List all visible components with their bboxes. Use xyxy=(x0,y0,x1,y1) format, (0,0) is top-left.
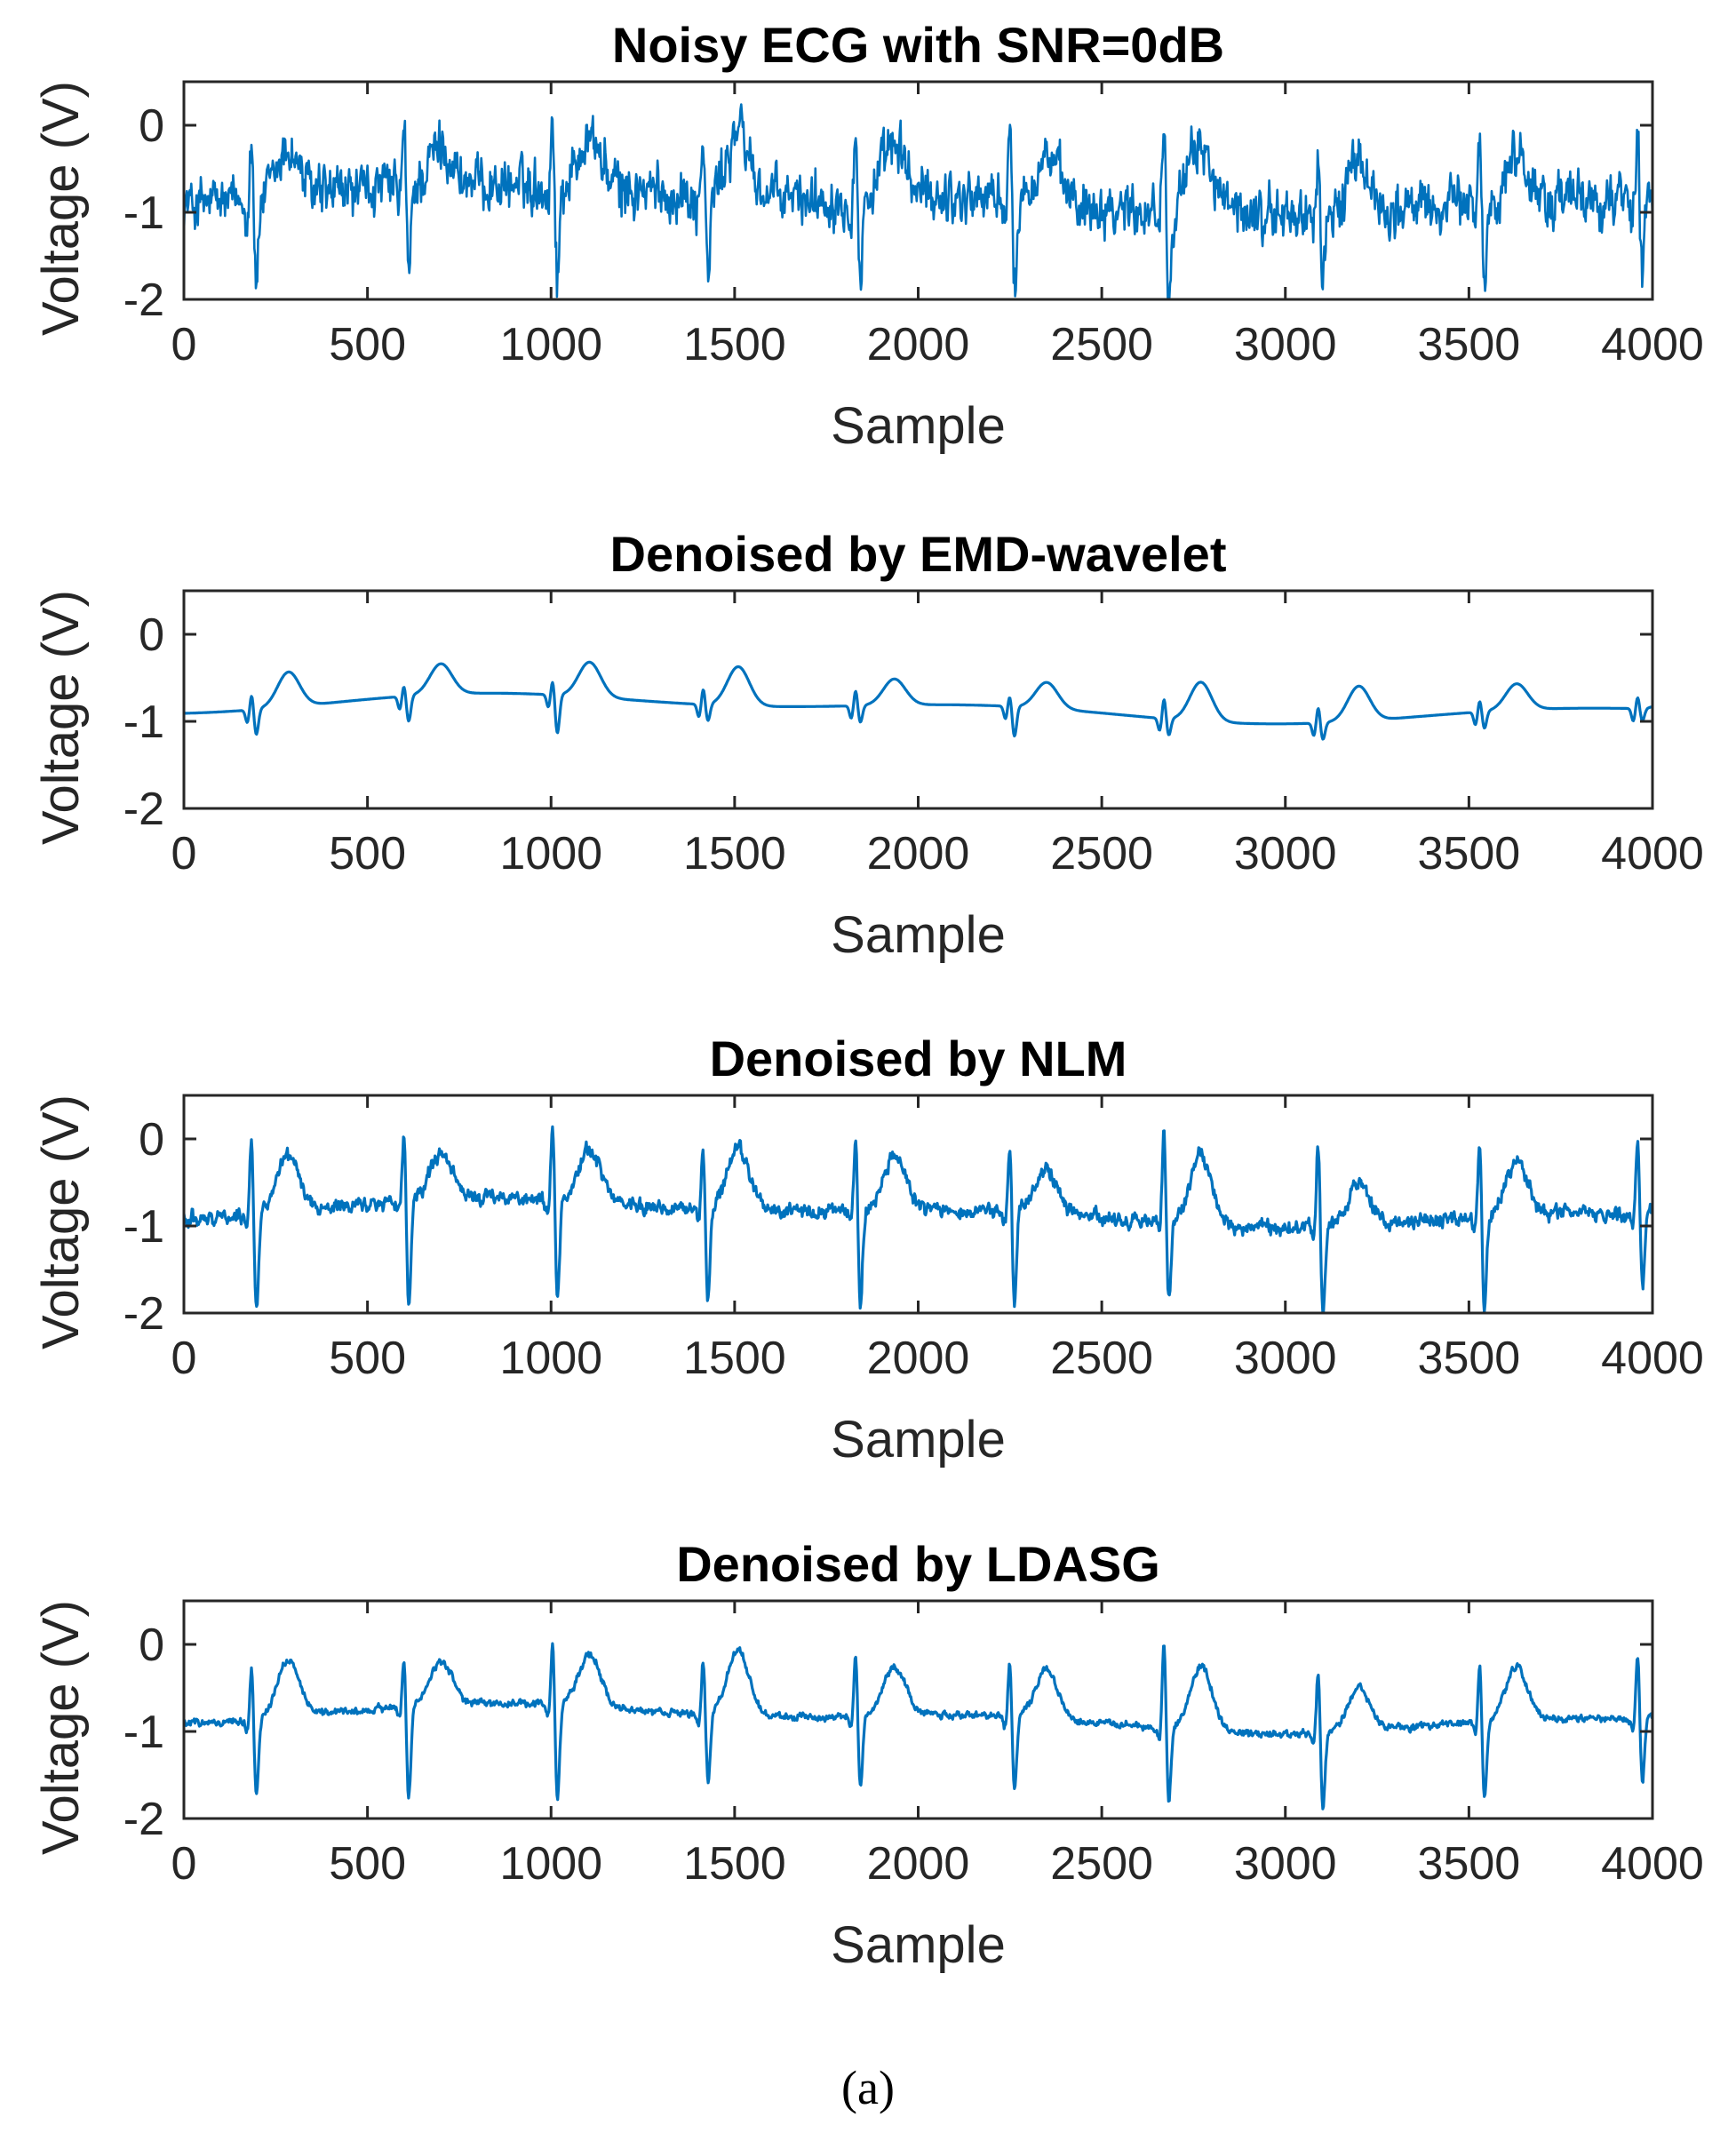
y-tick-label: 0 xyxy=(139,609,164,661)
x-tick-label: 3500 xyxy=(1418,1333,1521,1384)
y-tick-label: -1 xyxy=(123,1707,164,1758)
y-axis-label: Voltage (V) xyxy=(32,590,90,845)
x-tick-label: 500 xyxy=(329,1838,406,1890)
chart-title: Denoised by LDASG xyxy=(676,1536,1160,1592)
ecg-trace-3 xyxy=(184,1125,1652,1313)
x-tick-label: 2000 xyxy=(867,1838,970,1890)
x-tick-label: 3500 xyxy=(1418,319,1521,370)
y-tick-label: -2 xyxy=(123,1794,164,1845)
x-tick-label: 2500 xyxy=(1050,1333,1153,1384)
axes-frame xyxy=(182,589,1654,810)
x-tick-label: 0 xyxy=(171,828,197,879)
x-axis-label: Sample xyxy=(831,906,1006,964)
x-tick-label: 3000 xyxy=(1234,1333,1337,1384)
x-tick-label: 3500 xyxy=(1418,1838,1521,1890)
chart-title: Noisy ECG with SNR=0dB xyxy=(612,17,1224,73)
x-tick-label: 500 xyxy=(329,1333,406,1384)
x-tick-label: 4000 xyxy=(1601,828,1704,879)
x-axis-label: Sample xyxy=(831,1411,1006,1468)
y-axis-label: Voltage (V) xyxy=(32,1094,90,1349)
x-tick-label: 500 xyxy=(329,319,406,370)
y-tick-label: -2 xyxy=(123,784,164,835)
x-tick-label: 4000 xyxy=(1601,1333,1704,1384)
x-tick-label: 2000 xyxy=(867,319,970,370)
chart-panel-1: 0 500 1000 1500 2000 2500 3000 3500 4000 0 -1 -2 Noi… xyxy=(32,17,1704,455)
x-tick-label: 1500 xyxy=(683,828,786,879)
x-tick-label: 1000 xyxy=(499,319,602,370)
y-tick-label: -1 xyxy=(123,187,164,239)
x-tick-label: 1500 xyxy=(683,1838,786,1890)
x-tick-label: 2000 xyxy=(867,1333,970,1384)
ecg-trace-4 xyxy=(184,1642,1652,1811)
ecg-trace-2 xyxy=(184,660,1652,741)
y-tick-label: -2 xyxy=(123,275,164,326)
x-tick-label: 1000 xyxy=(499,828,602,879)
chart-panel-4: 0 500 1000 1500 2000 2500 3000 3500 4000 0 -1 -2 Den… xyxy=(32,1536,1704,1974)
y-tick-label: 0 xyxy=(139,1114,164,1166)
x-tick-label: 4000 xyxy=(1601,1838,1704,1890)
chart-panel-3: 0 500 1000 1500 2000 2500 3000 3500 4000 0 -1 -2 Den… xyxy=(32,1031,1704,1468)
x-tick-label: 1000 xyxy=(499,1838,602,1890)
x-tick-label: 3500 xyxy=(1418,828,1521,879)
x-tick-label: 2500 xyxy=(1050,319,1153,370)
y-tick-label: 0 xyxy=(139,100,164,152)
y-tick-label: -1 xyxy=(123,1201,164,1253)
chart-title: Denoised by NLM xyxy=(710,1031,1127,1086)
x-tick-label: 4000 xyxy=(1601,319,1704,370)
x-tick-label: 3000 xyxy=(1234,319,1337,370)
x-tick-label: 1000 xyxy=(499,1333,602,1384)
chart-panel-2: 0 500 1000 1500 2000 2500 3000 3500 4000 0 -1 -2 Den… xyxy=(32,526,1704,964)
x-tick-label: 0 xyxy=(171,1333,197,1384)
x-tick-label: 2000 xyxy=(867,828,970,879)
x-tick-label: 2500 xyxy=(1050,1838,1153,1890)
chart-panels: 0 500 1000 1500 2000 2500 3000 3500 4000 0 -1 -2 Noi… xyxy=(32,17,1704,1974)
x-axis-label: Sample xyxy=(831,397,1006,455)
y-tick-label: 0 xyxy=(139,1620,164,1671)
chart-title: Denoised by EMD-wavelet xyxy=(610,526,1227,582)
x-tick-label: 500 xyxy=(329,828,406,879)
y-axis-label: Voltage (V) xyxy=(32,1600,90,1855)
y-tick-label: -2 xyxy=(123,1288,164,1340)
x-tick-label: 1500 xyxy=(683,319,786,370)
y-axis-label: Voltage (V) xyxy=(32,81,90,336)
y-tick-label: -1 xyxy=(123,696,164,748)
x-tick-label: 3000 xyxy=(1234,1838,1337,1890)
x-tick-label: 1500 xyxy=(683,1333,786,1384)
x-tick-label: 0 xyxy=(171,319,197,370)
x-axis-label: Sample xyxy=(831,1916,1006,1974)
x-tick-label: 0 xyxy=(171,1838,197,1890)
x-tick-label: 3000 xyxy=(1234,828,1337,879)
x-tick-label: 2500 xyxy=(1050,828,1153,879)
figure-caption: (a) xyxy=(841,2061,895,2114)
ecg-trace-1 xyxy=(184,103,1652,299)
